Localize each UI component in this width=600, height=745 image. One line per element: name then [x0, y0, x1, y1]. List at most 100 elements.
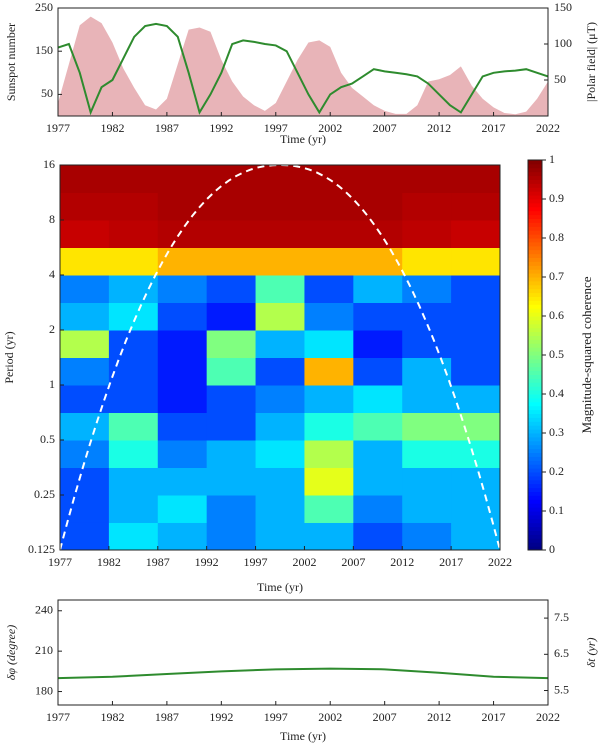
- x-tick-label: 2022: [536, 710, 560, 724]
- colorbar-step: [528, 210, 542, 216]
- colorbar-step: [528, 483, 542, 489]
- heat-cell: [304, 357, 354, 386]
- x-tick-label: 2012: [390, 555, 414, 569]
- colorbar-step: [528, 475, 542, 481]
- x-tick-label: 1987: [155, 121, 179, 135]
- colorbar-step: [528, 167, 542, 173]
- heat-cell: [206, 330, 257, 359]
- colorbar-tick-label: 0.4: [549, 386, 564, 400]
- y-tick-label: 8: [49, 212, 55, 226]
- heat-cell: [157, 302, 208, 331]
- colorbar-step: [528, 503, 542, 508]
- y-tick-label: 2: [49, 322, 55, 336]
- heat-cell: [451, 357, 501, 386]
- heat-cell: [206, 275, 257, 304]
- colorbar-step: [528, 538, 542, 543]
- colorbar-step: [528, 226, 542, 231]
- x-tick-label: 2012: [427, 710, 451, 724]
- colorbar-step: [528, 487, 542, 492]
- colorbar-label: Magnitude-squared coherence: [579, 276, 594, 433]
- heat-cell: [60, 165, 110, 194]
- colorbar-step: [528, 245, 542, 251]
- heat-cell: [157, 247, 208, 276]
- colorbar-step: [528, 261, 542, 266]
- x-tick-label: 2002: [292, 555, 316, 569]
- colorbar-step: [528, 316, 542, 321]
- y-tick-label: 0.5: [40, 432, 55, 446]
- heat-cell: [402, 357, 452, 386]
- x-axis-label: Time (yr): [280, 729, 326, 743]
- heat-cell: [402, 220, 452, 248]
- colorbar-step: [528, 433, 542, 438]
- x-tick-label: 1977: [46, 710, 70, 724]
- heat-cell: [451, 467, 501, 496]
- colorbar-step: [528, 257, 542, 262]
- colorbar-step: [528, 479, 542, 485]
- heat-cell: [255, 522, 305, 551]
- heat-cell: [255, 440, 305, 468]
- heat-cell: [206, 247, 257, 276]
- colorbar-step: [528, 464, 542, 469]
- colorbar-step: [528, 163, 542, 169]
- x-tick-label: 2022: [488, 555, 512, 569]
- colorbar-step: [528, 499, 542, 504]
- x-tick-label: 2017: [482, 710, 506, 724]
- colorbar-step: [528, 183, 542, 188]
- colorbar-step: [528, 378, 542, 383]
- heat-cell: [402, 302, 452, 331]
- y-tick-label: 0.125: [28, 542, 55, 556]
- heat-cell: [255, 412, 305, 441]
- colorbar-step: [528, 335, 542, 340]
- heat-cell: [108, 357, 159, 386]
- colorbar-step: [528, 436, 542, 442]
- colorbar-step: [528, 253, 542, 258]
- heat-cell: [60, 247, 110, 276]
- heat-cell: [108, 467, 159, 496]
- heat-cell: [206, 495, 257, 523]
- y2-tick-label: 6.5: [554, 646, 569, 660]
- colorbar-step: [528, 507, 542, 512]
- heat-cell: [353, 412, 403, 441]
- colorbar-step: [528, 394, 542, 399]
- heat-cell: [255, 247, 305, 276]
- x-tick-label: 1997: [244, 555, 268, 569]
- heat-cell: [304, 330, 354, 359]
- x-tick-label: 1987: [155, 710, 179, 724]
- heat-cell: [353, 275, 403, 304]
- colorbar-tick-label: 0.2: [549, 464, 564, 478]
- heat-cell: [206, 522, 257, 551]
- heat-cell: [157, 220, 208, 248]
- colorbar-step: [528, 413, 542, 418]
- colorbar-step: [528, 452, 542, 457]
- heat-cell: [206, 192, 257, 221]
- heat-cell: [108, 192, 159, 221]
- colorbar-step: [528, 265, 542, 270]
- heat-cell: [451, 330, 501, 359]
- heat-cell: [451, 412, 501, 441]
- line: [57, 667, 549, 680]
- heat-cell: [353, 385, 403, 414]
- heat-cell: [402, 522, 452, 551]
- heat-cell: [451, 275, 501, 304]
- heat-cell: [451, 220, 501, 248]
- y-tick-label: 150: [35, 43, 53, 57]
- colorbar-tick-label: 0.3: [549, 425, 564, 439]
- y2-axis-label: |Polar field| (μT): [584, 22, 598, 102]
- x-tick-label: 1997: [264, 710, 288, 724]
- y-tick-label: 0.25: [34, 487, 55, 501]
- x-tick-label: 1977: [48, 555, 72, 569]
- y-tick-label: 240: [35, 603, 53, 617]
- colorbar-step: [528, 514, 542, 520]
- heat-cell: [451, 165, 501, 194]
- heat-cell: [108, 330, 159, 359]
- heat-cell: [60, 522, 110, 551]
- colorbar-step: [528, 472, 542, 477]
- heat-cell: [304, 522, 354, 551]
- colorbar-step: [528, 230, 542, 235]
- colorbar-step: [528, 284, 542, 290]
- heat-cell: [304, 275, 354, 304]
- heat-cell: [304, 302, 354, 331]
- colorbar-tick-label: 0.8: [549, 230, 564, 244]
- y2-axis-label: δt (yr): [584, 638, 598, 668]
- colorbar-step: [528, 417, 542, 422]
